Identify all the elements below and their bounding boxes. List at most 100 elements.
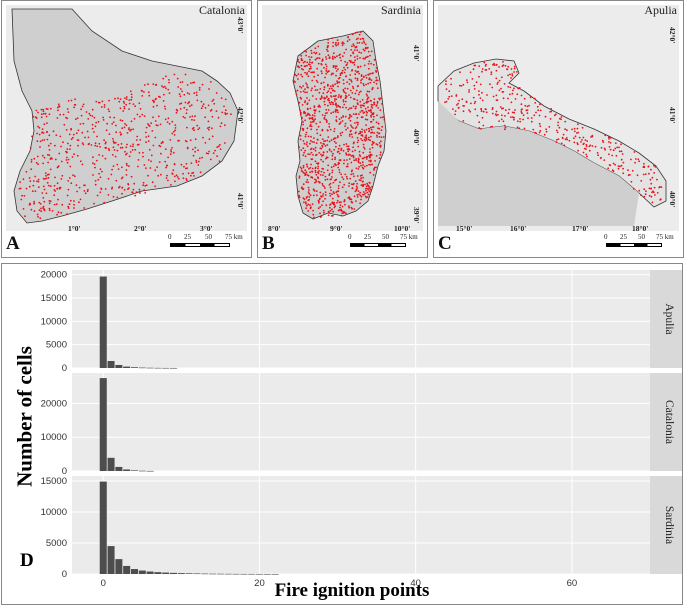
- fire-point: [224, 109, 227, 112]
- fire-point: [455, 95, 458, 97]
- fire-point: [319, 174, 322, 176]
- fire-point: [369, 159, 372, 162]
- fire-point: [125, 169, 128, 171]
- fire-point: [314, 146, 317, 149]
- fire-point: [329, 186, 332, 189]
- lat-tick: 40°0': [412, 129, 421, 146]
- fire-point: [365, 187, 367, 190]
- fire-point: [342, 99, 345, 101]
- fire-point: [62, 113, 65, 116]
- fire-point: [367, 67, 370, 70]
- fire-point: [306, 204, 308, 207]
- fire-point: [339, 132, 342, 135]
- fire-point: [510, 116, 512, 118]
- fire-point: [117, 143, 120, 146]
- fire-point: [65, 129, 68, 131]
- fire-point: [147, 83, 149, 86]
- fire-point: [115, 124, 117, 127]
- fire-point: [533, 114, 536, 117]
- fire-point: [360, 52, 363, 54]
- fire-point: [513, 71, 515, 73]
- fire-point: [457, 106, 460, 109]
- fire-point: [36, 213, 39, 216]
- fire-point: [57, 198, 59, 201]
- fire-point: [346, 163, 349, 165]
- fire-point: [358, 91, 361, 94]
- fire-point: [556, 131, 559, 134]
- fire-point: [656, 192, 659, 194]
- fire-point: [359, 65, 362, 68]
- fire-point: [333, 148, 336, 151]
- fire-point: [537, 109, 540, 112]
- fire-point: [563, 144, 566, 147]
- fire-point: [328, 101, 331, 104]
- fire-point: [305, 54, 307, 57]
- fire-point: [48, 202, 51, 205]
- fire-point: [351, 150, 354, 153]
- fire-point: [69, 144, 72, 147]
- fire-point: [196, 99, 199, 102]
- fire-point: [318, 104, 321, 107]
- fire-point: [354, 127, 357, 130]
- fire-point: [588, 149, 591, 152]
- fire-point: [189, 105, 191, 108]
- fire-point: [224, 113, 227, 116]
- fire-point: [66, 161, 69, 164]
- fire-point: [347, 108, 350, 111]
- fire-point: [331, 201, 334, 204]
- fire-point: [111, 123, 114, 125]
- lon-tick: 18°0': [632, 224, 649, 233]
- fire-point: [455, 104, 458, 106]
- fire-point: [100, 106, 103, 108]
- fire-point: [317, 207, 320, 210]
- fire-point: [171, 132, 174, 135]
- fire-point: [309, 142, 311, 145]
- fire-point: [352, 87, 355, 90]
- fire-point: [121, 166, 123, 169]
- fire-point: [659, 199, 662, 201]
- fire-point: [322, 195, 324, 197]
- fire-point: [114, 155, 117, 158]
- fire-point: [355, 89, 358, 92]
- fire-point: [311, 167, 314, 170]
- fire-point: [98, 101, 101, 104]
- fire-point: [121, 119, 124, 122]
- fire-point: [306, 163, 308, 166]
- fire-point: [70, 99, 73, 102]
- fire-point: [116, 163, 119, 166]
- fire-point: [366, 90, 369, 93]
- fire-point: [566, 129, 568, 132]
- fire-point: [326, 156, 329, 159]
- fire-point: [310, 71, 312, 74]
- fire-point: [340, 134, 342, 137]
- fire-point: [371, 146, 374, 149]
- fire-point: [370, 120, 373, 123]
- fire-point: [321, 96, 323, 99]
- fire-point: [335, 191, 338, 194]
- histogram-bar: [170, 572, 178, 574]
- fire-point: [157, 95, 160, 98]
- fire-point: [306, 108, 309, 111]
- fire-point: [507, 74, 509, 77]
- fire-point: [376, 134, 378, 137]
- fire-point: [306, 97, 308, 99]
- fire-point: [346, 177, 349, 180]
- fire-point: [346, 66, 349, 69]
- fire-point: [298, 194, 300, 197]
- fire-point: [127, 183, 130, 186]
- fire-point: [377, 122, 380, 125]
- fire-point: [81, 131, 84, 134]
- fire-point: [133, 182, 136, 185]
- fire-point: [536, 105, 539, 108]
- fire-point: [93, 116, 96, 119]
- fire-point: [92, 174, 94, 176]
- facet-strip-label: Catalonia: [663, 400, 675, 444]
- fire-point: [71, 156, 74, 158]
- fire-point: [113, 116, 116, 119]
- fire-point: [638, 189, 641, 192]
- fire-point: [338, 76, 341, 79]
- fire-point: [202, 103, 205, 105]
- fire-point: [468, 91, 470, 93]
- fire-point: [352, 183, 355, 186]
- fire-point: [43, 208, 45, 211]
